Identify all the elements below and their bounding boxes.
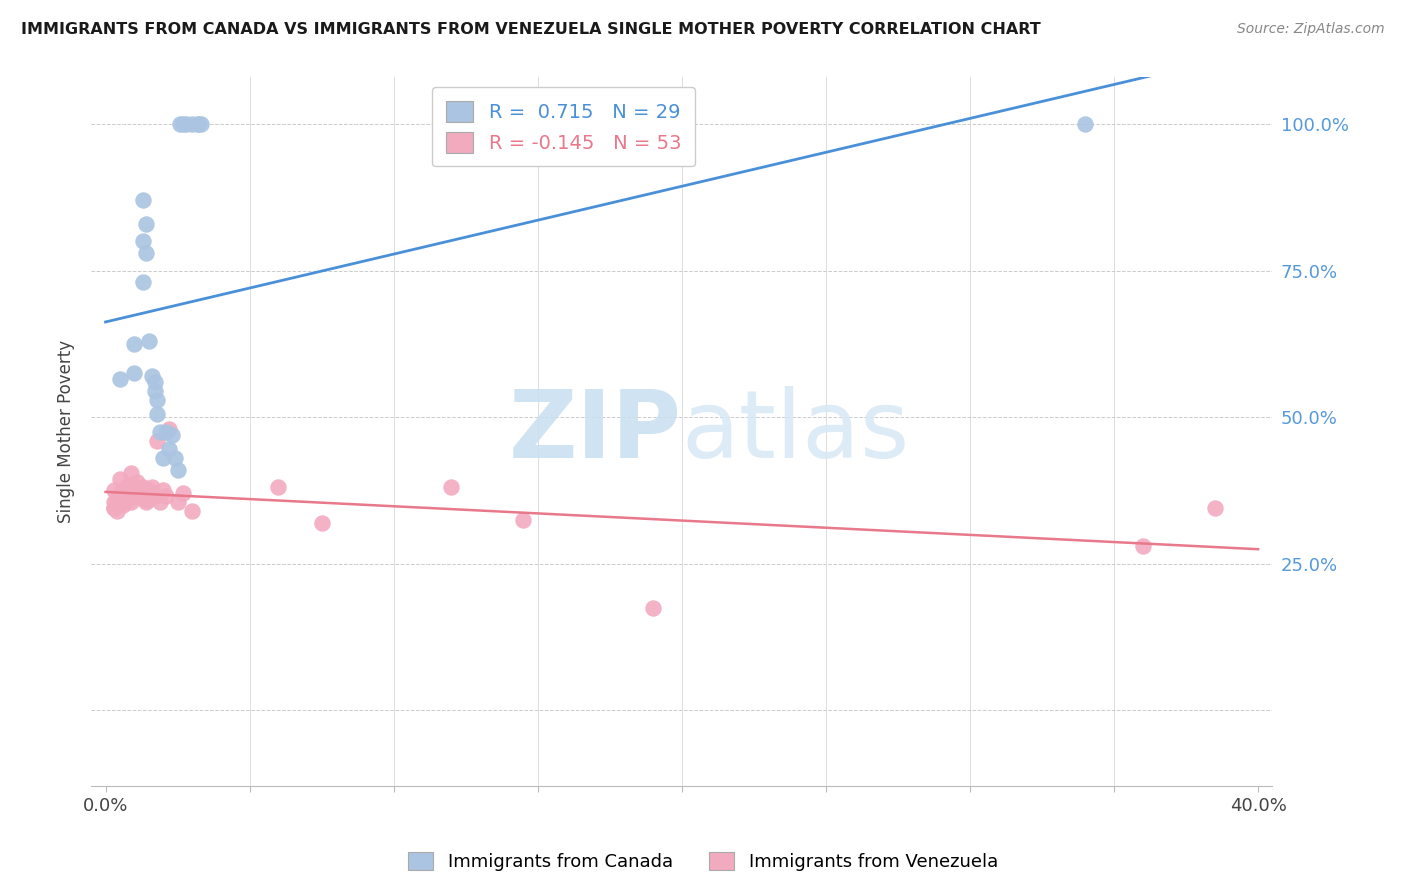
Point bbox=[121, 489, 143, 503]
Point bbox=[166, 495, 188, 509]
Point bbox=[143, 489, 166, 503]
Point bbox=[135, 217, 157, 231]
Point bbox=[132, 480, 155, 494]
Legend: R =  0.715   N = 29, R = -0.145   N = 53: R = 0.715 N = 29, R = -0.145 N = 53 bbox=[433, 87, 695, 167]
Point bbox=[103, 500, 125, 515]
Point bbox=[440, 480, 463, 494]
Point bbox=[108, 489, 131, 503]
Point bbox=[105, 492, 128, 507]
Point bbox=[129, 489, 152, 503]
Point bbox=[149, 495, 172, 509]
Point bbox=[190, 117, 212, 131]
Point bbox=[267, 480, 290, 494]
Point bbox=[114, 486, 136, 500]
Point bbox=[1132, 539, 1154, 553]
Point bbox=[172, 486, 194, 500]
Point bbox=[124, 483, 146, 498]
Point bbox=[129, 486, 152, 500]
Point bbox=[114, 480, 136, 494]
Point bbox=[132, 276, 155, 290]
Point bbox=[141, 480, 163, 494]
Point bbox=[187, 117, 209, 131]
Text: IMMIGRANTS FROM CANADA VS IMMIGRANTS FROM VENEZUELA SINGLE MOTHER POVERTY CORREL: IMMIGRANTS FROM CANADA VS IMMIGRANTS FRO… bbox=[21, 22, 1040, 37]
Point bbox=[127, 480, 149, 494]
Point bbox=[135, 246, 157, 260]
Point bbox=[152, 483, 174, 498]
Point bbox=[117, 492, 139, 507]
Point bbox=[108, 495, 131, 509]
Point bbox=[181, 117, 204, 131]
Text: atlas: atlas bbox=[682, 386, 910, 478]
Point bbox=[143, 384, 166, 398]
Point bbox=[155, 425, 177, 439]
Point bbox=[111, 498, 134, 512]
Point bbox=[149, 425, 172, 439]
Point bbox=[111, 492, 134, 507]
Point bbox=[163, 451, 186, 466]
Point bbox=[121, 466, 143, 480]
Point bbox=[157, 422, 180, 436]
Point bbox=[181, 504, 204, 518]
Point bbox=[641, 600, 664, 615]
Point bbox=[124, 480, 146, 494]
Legend: Immigrants from Canada, Immigrants from Venezuela: Immigrants from Canada, Immigrants from … bbox=[401, 845, 1005, 879]
Point bbox=[160, 427, 183, 442]
Point bbox=[311, 516, 333, 530]
Point bbox=[174, 117, 197, 131]
Point bbox=[155, 489, 177, 503]
Point bbox=[135, 492, 157, 507]
Point bbox=[108, 372, 131, 386]
Point bbox=[146, 407, 169, 421]
Point bbox=[157, 442, 180, 457]
Point bbox=[124, 489, 146, 503]
Point bbox=[117, 477, 139, 491]
Point bbox=[103, 500, 125, 515]
Point bbox=[141, 369, 163, 384]
Point bbox=[108, 486, 131, 500]
Point bbox=[103, 495, 125, 509]
Point bbox=[103, 483, 125, 498]
Text: Source: ZipAtlas.com: Source: ZipAtlas.com bbox=[1237, 22, 1385, 37]
Point bbox=[138, 334, 160, 348]
Point bbox=[512, 513, 534, 527]
Point bbox=[135, 495, 157, 509]
Point bbox=[152, 451, 174, 466]
Point bbox=[111, 495, 134, 509]
Point bbox=[114, 483, 136, 498]
Point bbox=[1074, 117, 1097, 131]
Point bbox=[121, 495, 143, 509]
Point bbox=[124, 366, 146, 380]
Point bbox=[124, 337, 146, 351]
Point bbox=[127, 475, 149, 489]
Point bbox=[108, 472, 131, 486]
Point bbox=[138, 492, 160, 507]
Point bbox=[117, 480, 139, 494]
Point bbox=[187, 117, 209, 131]
Point bbox=[132, 492, 155, 507]
Y-axis label: Single Mother Poverty: Single Mother Poverty bbox=[58, 340, 75, 524]
Point bbox=[146, 392, 169, 407]
Point bbox=[132, 194, 155, 208]
Point bbox=[166, 463, 188, 477]
Point bbox=[143, 375, 166, 389]
Point bbox=[1204, 500, 1226, 515]
Point bbox=[132, 235, 155, 249]
Point bbox=[141, 486, 163, 500]
Text: ZIP: ZIP bbox=[509, 386, 682, 478]
Point bbox=[105, 504, 128, 518]
Point bbox=[138, 483, 160, 498]
Point bbox=[172, 117, 194, 131]
Point bbox=[169, 117, 191, 131]
Point bbox=[146, 434, 169, 448]
